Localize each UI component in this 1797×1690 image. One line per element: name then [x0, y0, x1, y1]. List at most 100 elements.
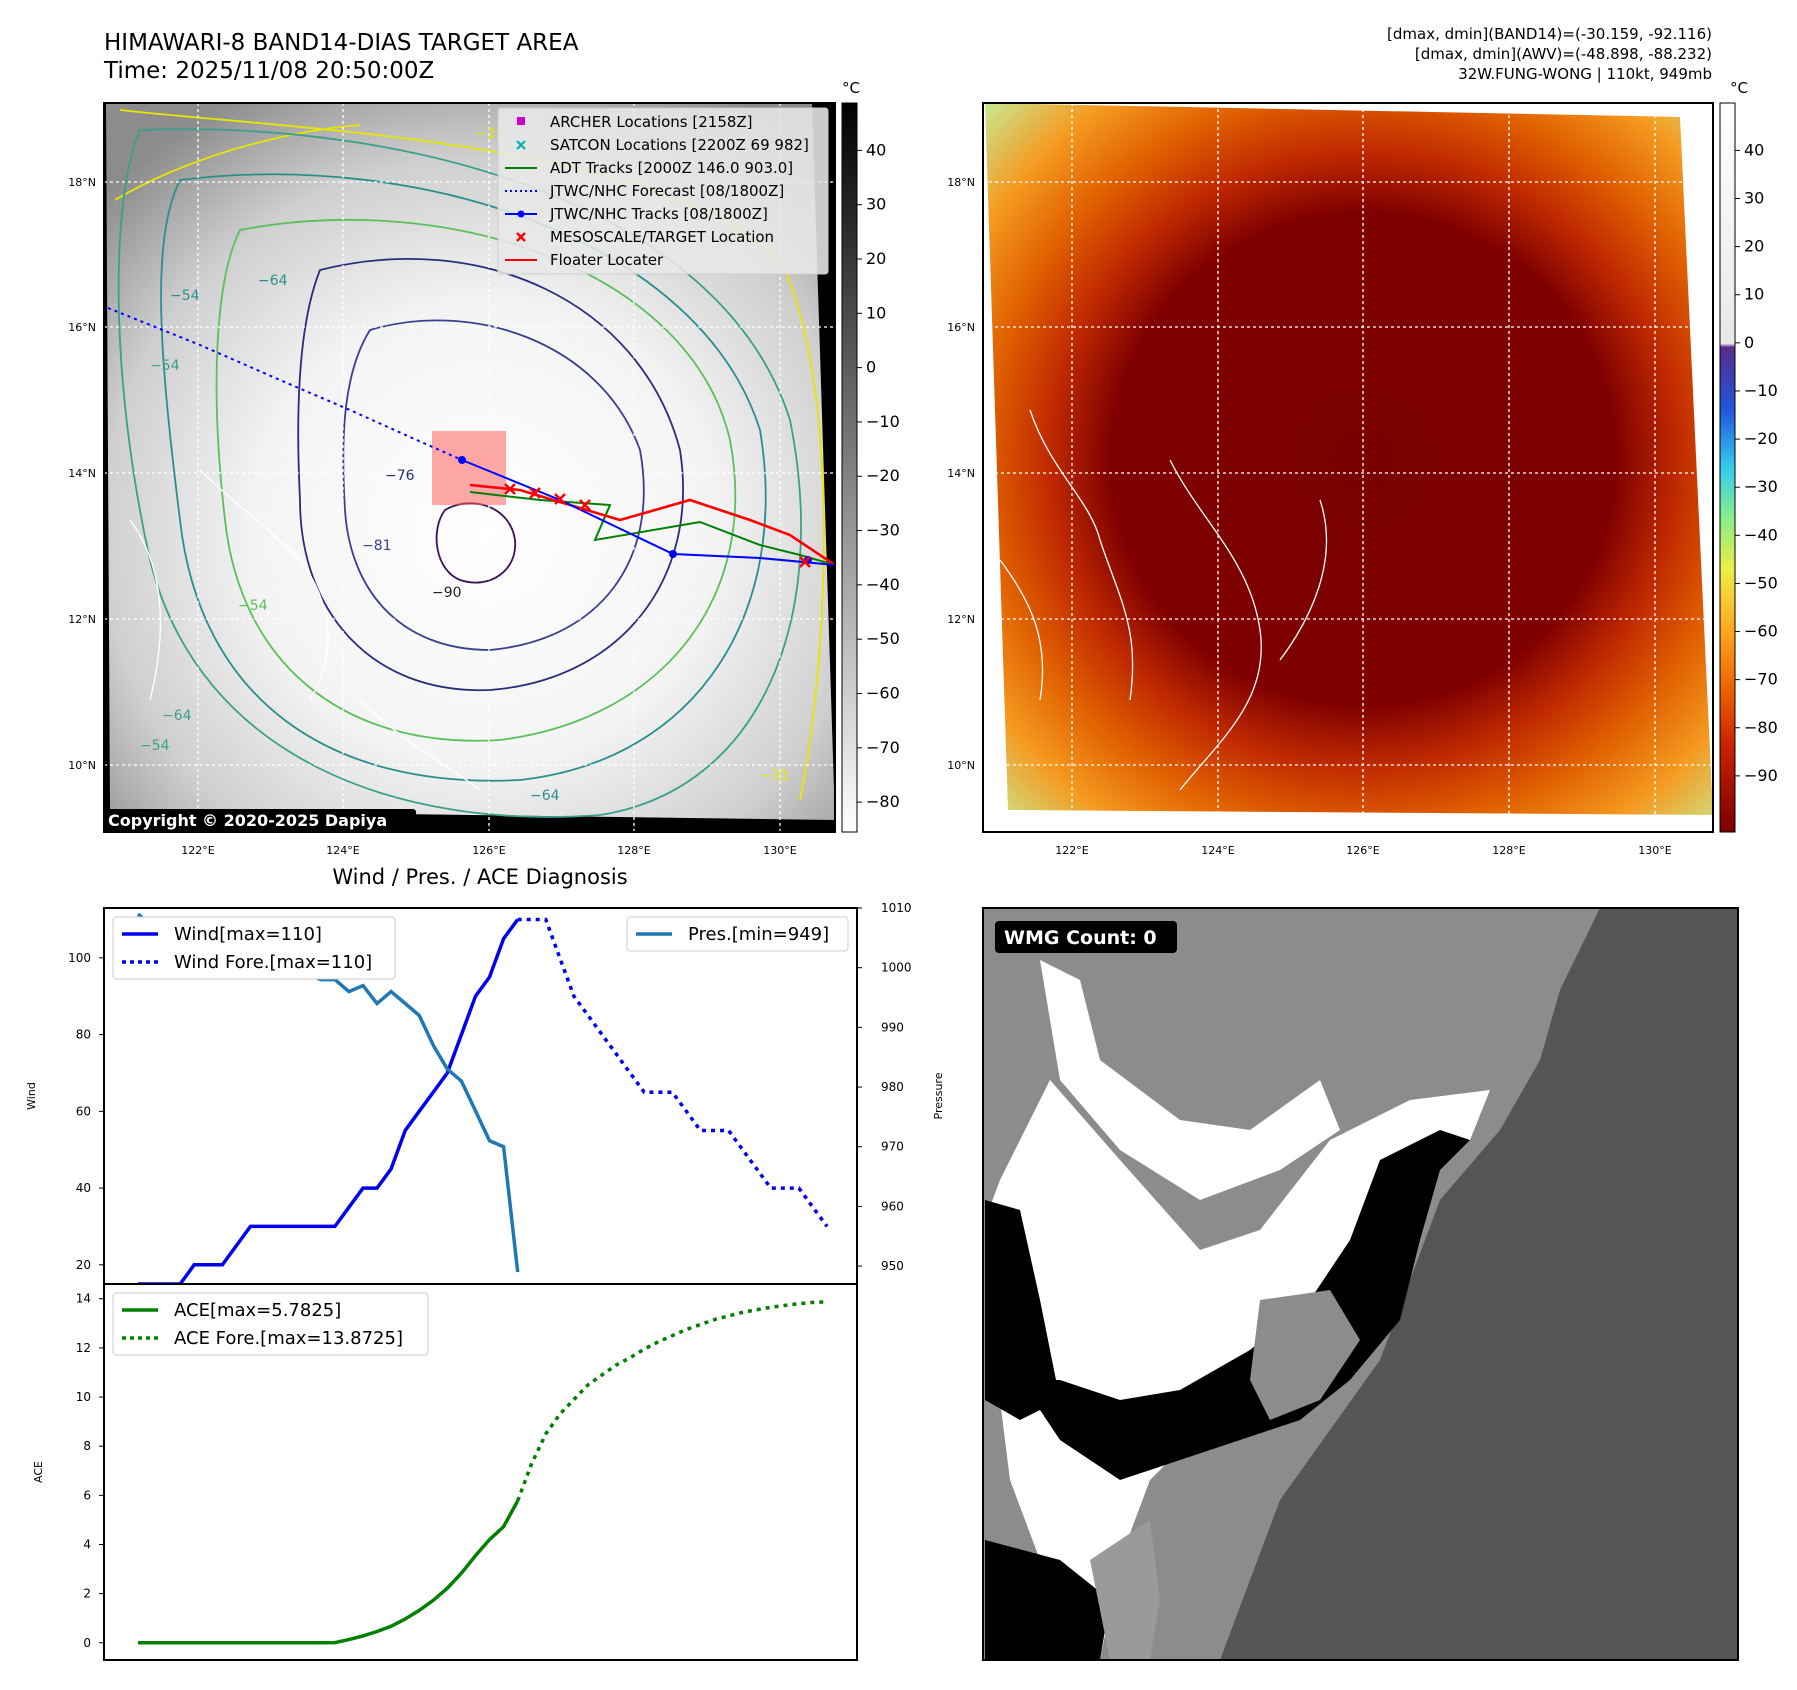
pressure-axis-ticks: 950 960 970 980 990 1000 1010 — [857, 901, 912, 1273]
wmg-region-white-upper — [1040, 960, 1340, 1200]
wmg-region-gray-bottom — [1090, 1520, 1160, 1660]
target-x-marker — [504, 483, 516, 495]
legend-label: ARCHER Locations [2158Z] — [550, 113, 753, 131]
figure-title-line2: Time: 2025/11/08 20:50:00Z — [103, 58, 434, 84]
wmg-region-dark — [1220, 908, 1738, 1660]
colorbar-tick-label: 0 — [1744, 333, 1754, 352]
colorbar-tick-label: −30 — [866, 521, 900, 540]
jtwc-track-point — [458, 456, 466, 464]
right-map-frame — [982, 102, 1714, 833]
ace-axis-label: ACE — [32, 1461, 45, 1483]
y-tick-label: 14°N — [947, 467, 975, 480]
temperature-colorbar-ticks: 40 30 20 10 0 −10 −20 −30 −40 −50 −60 −70 −80 −90 — [1735, 140, 1778, 785]
wind-tick-label: 80 — [76, 1028, 91, 1042]
legend-label: Wind Fore.[max=110] — [174, 952, 372, 973]
colorbar-tick-label: 40 — [866, 140, 886, 159]
colorbar-tick-label: 20 — [866, 249, 886, 268]
colorbar-tick-label: 30 — [1744, 188, 1764, 207]
pressure-tick-label: 960 — [881, 1199, 904, 1213]
contour-label: −90 — [432, 585, 462, 601]
gray-colorbar-ticks: 40 30 20 10 0 −10 −20 −30 −40 −50 −60 −70 −80 — [857, 140, 900, 811]
ace-tick-label: 12 — [76, 1341, 91, 1355]
wind-legend: Wind[max=110] Wind Fore.[max=110] Pres.[… — [112, 916, 849, 980]
y-tick-label: 18°N — [947, 176, 975, 189]
wind-forecast-series-line — [517, 917, 829, 1228]
colorbar-tick-label: −70 — [1744, 670, 1778, 689]
colorbar-tick-label: −20 — [866, 466, 900, 485]
wind-axis-label: Wind — [25, 1082, 38, 1110]
colorbar-tick-label: −10 — [866, 412, 900, 431]
satcon-marker — [516, 140, 526, 150]
wmg-region-gray-lower — [1250, 1290, 1360, 1420]
legend-label: ACE[max=5.7825] — [174, 1300, 341, 1321]
x-tick-label: 130°E — [1638, 844, 1671, 857]
target-x-marker — [554, 493, 566, 505]
colorbar-tick-label: −40 — [866, 575, 900, 594]
stats-line3: 32W.FUNG-WONG | 110kt, 949mb — [1458, 65, 1712, 83]
contour-ring-navy-1 — [297, 258, 684, 691]
ace-tick-label: 14 — [76, 1292, 91, 1306]
colorbar-tick-label: 10 — [1744, 285, 1764, 304]
colorbar-tick-label: −60 — [866, 683, 900, 702]
pressure-tick-label: 990 — [881, 1020, 904, 1034]
y-tick-label: 16°N — [947, 321, 975, 334]
wind-legend-box — [112, 916, 396, 980]
copyright-text: Copyright © 2020-2025 Dapiya — [108, 811, 387, 830]
diagnosis-title: Wind / Pres. / ACE Diagnosis — [332, 865, 627, 889]
legend-label: JTWC/NHC Forecast [08/1800Z] — [549, 182, 784, 200]
y-tick-label: 10°N — [947, 759, 975, 772]
pressure-tick-label: 970 — [881, 1140, 904, 1154]
legend-label: Wind[max=110] — [174, 924, 322, 945]
wmg-region-black-bottom — [985, 1540, 1110, 1660]
wind-axis-ticks: 20 40 60 80 100 — [68, 951, 104, 1272]
colorbar-tick-label: 40 — [1744, 140, 1764, 159]
y-tick-label: 12°N — [68, 613, 96, 626]
contour-label: −54 — [170, 288, 200, 304]
jtwc-track-point — [669, 550, 677, 558]
x-tick-label: 124°E — [1201, 844, 1234, 857]
colorbar-tick-label: −50 — [1744, 573, 1778, 592]
legend-label: SATCON Locations [2200Z 69 982] — [550, 136, 809, 154]
wmg-region-black-left — [985, 1200, 1060, 1420]
left-map-frame — [103, 102, 836, 833]
colorbar-tick-label: −10 — [1744, 381, 1778, 400]
right-map-panel: 122°E 124°E 126°E 128°E 130°E 18°N 16°N … — [947, 79, 1778, 857]
ace-tick-label: 8 — [83, 1439, 91, 1453]
wind-tick-label: 20 — [76, 1258, 91, 1272]
jtwc-forecast-track — [107, 307, 463, 461]
y-tick-label: 12°N — [947, 613, 975, 626]
colorbar-tick-label: −90 — [1744, 766, 1778, 785]
satellite-image-color — [985, 103, 1713, 815]
y-tick-label: 14°N — [68, 467, 96, 480]
coastline — [129, 469, 481, 791]
contour-label: −81 — [362, 538, 392, 554]
ace-series-line — [138, 1499, 520, 1645]
ace-axis-ticks: 0 2 4 6 8 10 12 14 — [76, 1292, 104, 1650]
wind-tick-label: 60 — [76, 1104, 91, 1118]
colorbar-tick-label: 10 — [866, 303, 886, 322]
stats-line2: [dmax, dmin](AWV)=(-48.898, -88.232) — [1415, 45, 1712, 63]
colorbar-tick-label: −30 — [1744, 477, 1778, 496]
pressure-tick-label: 950 — [881, 1259, 904, 1273]
x-tick-label: 122°E — [1055, 844, 1088, 857]
x-tick-label: 124°E — [326, 844, 359, 857]
legend-label: ADT Tracks [2000Z 146.0 903.0] — [550, 159, 793, 177]
left-map-gridlines — [104, 103, 835, 832]
target-x-marker — [799, 556, 811, 568]
wind-series-line — [138, 918, 520, 1286]
pressure-tick-label: 980 — [881, 1080, 904, 1094]
contour-label: −54 — [150, 358, 180, 374]
wind-pressure-chart: 20 40 60 80 100 950 960 970 980 990 1000 1010 Wind… — [25, 901, 945, 1286]
right-map-x-ticks: 122°E 124°E 126°E 128°E 130°E — [1055, 844, 1671, 857]
contour-label: −31 — [760, 768, 790, 784]
y-tick-label: 18°N — [68, 176, 96, 189]
colorbar-tick-label: −20 — [1744, 429, 1778, 448]
ace-tick-label: 2 — [83, 1587, 91, 1601]
ace-tick-label: 0 — [83, 1636, 91, 1650]
y-tick-label: 16°N — [68, 321, 96, 334]
legend-box — [497, 107, 829, 275]
ace-chart: 0 2 4 6 8 10 12 14 ACE ACE[max=5.7825] ACE Fore… — [32, 1283, 858, 1661]
x-tick-label: 126°E — [1346, 844, 1379, 857]
contour-label: −76 — [385, 468, 415, 484]
wmg-frame — [982, 907, 1739, 1661]
